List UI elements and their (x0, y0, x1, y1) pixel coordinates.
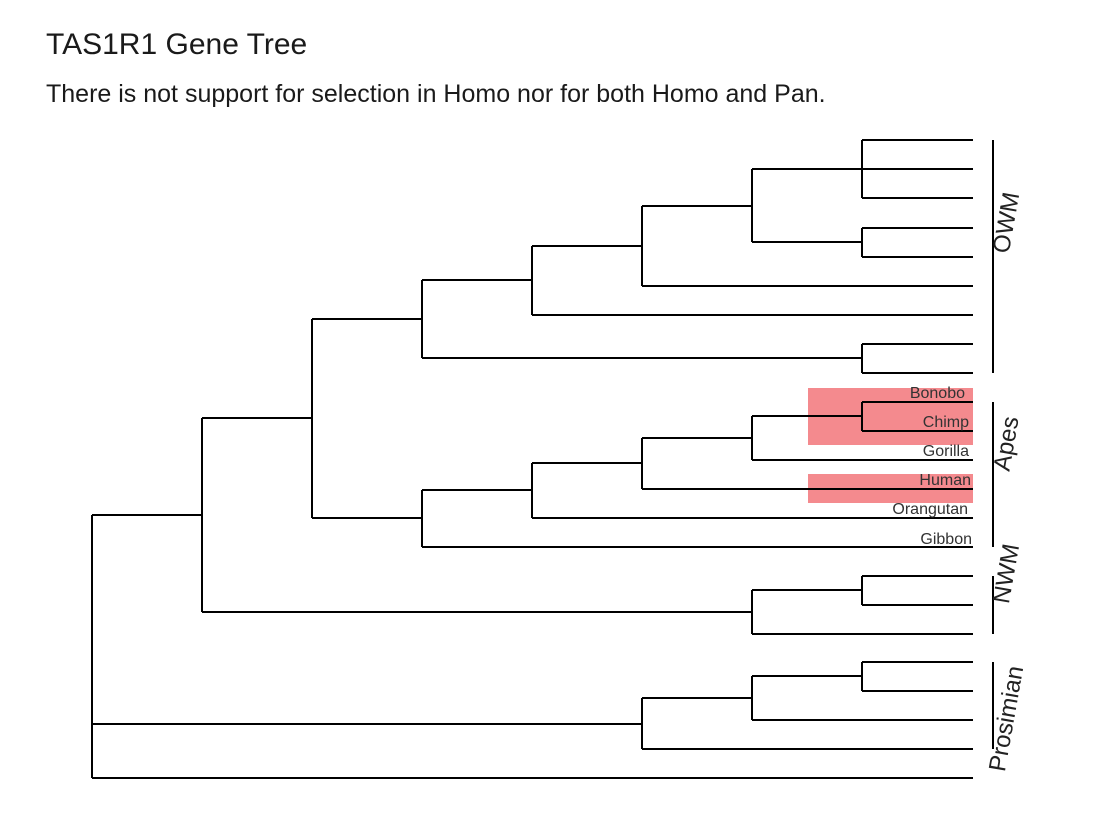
branch-pro-node-b (642, 676, 753, 720)
figure-title: TAS1R1 Gene Tree (46, 28, 308, 61)
branch-owm-node-f (422, 344, 863, 373)
branch-homininae (532, 438, 643, 489)
tip-label-gibbon: Gibbon (920, 531, 972, 548)
branch-pro-node-a (752, 662, 863, 691)
branch-owm-root (312, 280, 423, 358)
branch-apes-root (312, 490, 423, 547)
tip-label-chimp: Chimp (923, 414, 969, 431)
branch-anthropoidea (92, 418, 203, 612)
clade-label-nwm: NWM (988, 542, 1025, 606)
branch-owm-node-b (752, 228, 863, 257)
branch-pan (752, 402, 863, 431)
branch-owm-node-e (422, 246, 533, 315)
tip-label-gorilla: Gorilla (923, 443, 969, 460)
branch-nwm-node-a (752, 576, 863, 605)
branch-owm-node-d (532, 206, 643, 286)
tip-label-orangutan: Orangutan (892, 501, 968, 518)
clade-label-prosimian: Prosimian (984, 664, 1029, 774)
tip-label-bonobo: Bonobo (910, 385, 965, 402)
branch-pro-root (92, 698, 643, 749)
branch-hominidae (422, 463, 533, 518)
tip-label-human: Human (919, 472, 971, 489)
branch-catarrhini (202, 319, 313, 518)
branch-owm-node-c (642, 169, 753, 242)
branch-nwm-root (202, 590, 753, 634)
branch-owm-node-a (752, 140, 863, 198)
branch-hominini (642, 416, 753, 460)
figure-subtitle: There is not support for selection in Ho… (46, 80, 826, 108)
